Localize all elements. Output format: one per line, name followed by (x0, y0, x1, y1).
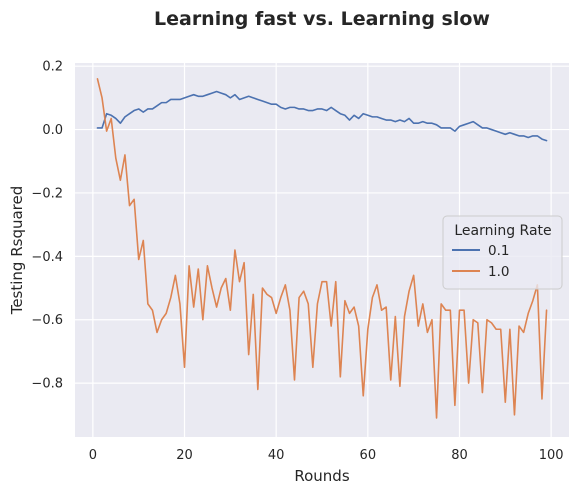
x-tick-label: 0 (89, 448, 97, 463)
y-axis-ticks: −0.8 −0.6 −0.4 −0.2 0.0 0.2 (31, 60, 63, 392)
legend-label-lr-1-0: 1.0 (488, 264, 509, 280)
chart-title: Learning fast vs. Learning slow (154, 8, 490, 30)
y-tick-label: 0.0 (42, 123, 63, 138)
series-layer (96, 78, 548, 419)
x-tick-label: 80 (451, 448, 468, 463)
y-tick-label: −0.2 (31, 186, 63, 201)
legend-title: Learning Rate (454, 223, 551, 239)
x-tick-label: 100 (539, 448, 564, 463)
y-tick-label: −0.6 (31, 313, 63, 328)
x-axis-label: Rounds (294, 467, 349, 485)
y-axis-label: Testing Rsquared (8, 186, 26, 316)
legend: Learning Rate 0.1 1.0 (442, 215, 563, 290)
series-line-lr-1-0 (96, 78, 548, 419)
y-tick-label: 0.2 (42, 60, 63, 75)
x-tick-label: 20 (176, 448, 193, 463)
y-tick-label: −0.4 (31, 250, 63, 265)
x-tick-label: 60 (360, 448, 377, 463)
x-tick-label: 40 (268, 448, 285, 463)
x-axis-ticks: 0 20 40 60 80 100 (89, 448, 564, 463)
y-tick-label: −0.8 (31, 377, 63, 392)
legend-label-lr-0-1: 0.1 (488, 243, 509, 259)
series-line-lr-0-1 (96, 90, 548, 142)
